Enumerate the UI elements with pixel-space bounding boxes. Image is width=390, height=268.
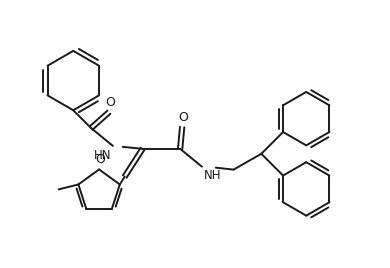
Text: O: O (178, 111, 188, 124)
Text: NH: NH (204, 169, 222, 182)
Text: O: O (95, 154, 105, 166)
Text: O: O (105, 96, 115, 109)
Text: HN: HN (93, 149, 111, 162)
